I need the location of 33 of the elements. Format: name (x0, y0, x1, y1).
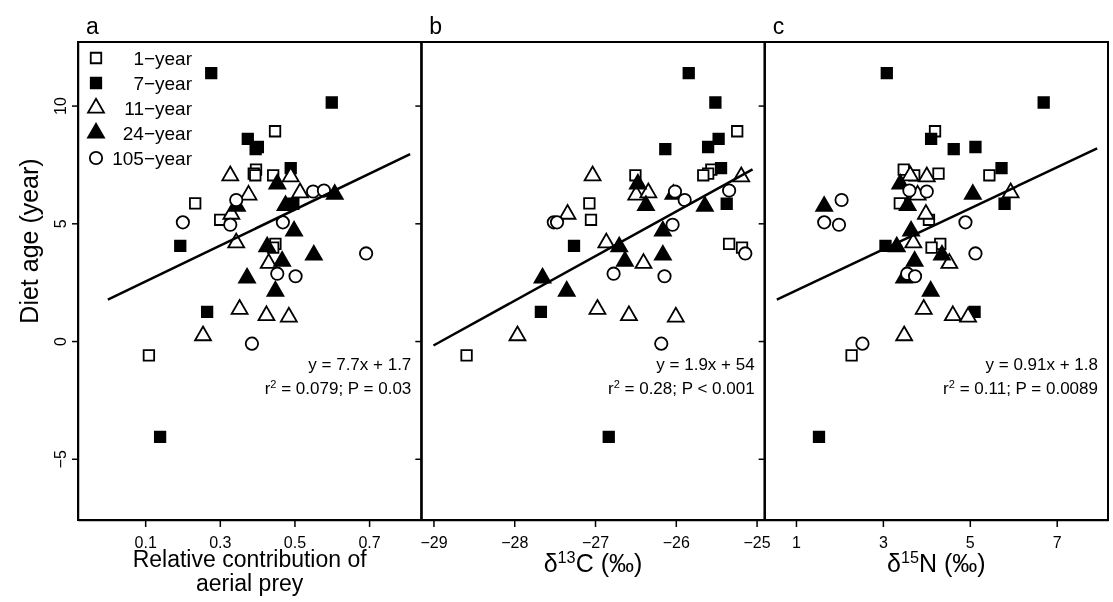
annotation: r$^{2}$ = 0.079; P = 0.03 (264, 378, 412, 398)
chart-title: c (772, 13, 785, 39)
legend-label: 24−year (122, 123, 193, 144)
annotation: y = 0.91x + 1.8 (985, 355, 1098, 374)
legend-label: 105−year (112, 148, 193, 169)
x-axis-title: δ$^{13}$C (‰) (543, 548, 643, 577)
x-tick-label: 7 (1052, 533, 1062, 551)
y-tick-label: 10 (52, 97, 69, 115)
x-tick-label: −29 (420, 533, 448, 551)
annotation: r$^{2}$ = 0.28; P < 0.001 (607, 378, 755, 398)
x-tick-label: −28 (501, 533, 529, 551)
y-axis-title: Diet age (year) (15, 158, 43, 324)
legend-label: 11−year (124, 98, 193, 119)
annotation: y = 1.9x + 54 (656, 355, 755, 374)
y-tick-label: 5 (52, 219, 69, 229)
x-tick-label: −26 (662, 533, 690, 551)
x-tick-label: −25 (743, 533, 771, 551)
x-tick-label: 5 (965, 533, 975, 551)
y-tick-label: −5 (52, 450, 69, 469)
annotation: y = 7.7x + 1.7 (308, 355, 412, 374)
legend-label: 7−year (133, 73, 193, 94)
x-axis-title: δ$^{15}$N (‰) (887, 548, 986, 577)
legend-label: 1−year (133, 48, 193, 69)
x-tick-label: 1 (792, 533, 801, 551)
x-tick-label: 0.3 (209, 533, 232, 551)
annotation: r$^{2}$ = 0.11; P = 0.0089 (943, 378, 1098, 398)
chart-title: a (86, 13, 99, 39)
x-tick-label: 0.5 (283, 533, 307, 551)
x-tick-label: 3 (878, 533, 888, 551)
x-tick-label: 0.1 (134, 533, 157, 551)
y-tick-label: 0 (52, 337, 69, 346)
x-tick-label: −27 (581, 533, 610, 551)
chart-title: b (429, 13, 443, 39)
